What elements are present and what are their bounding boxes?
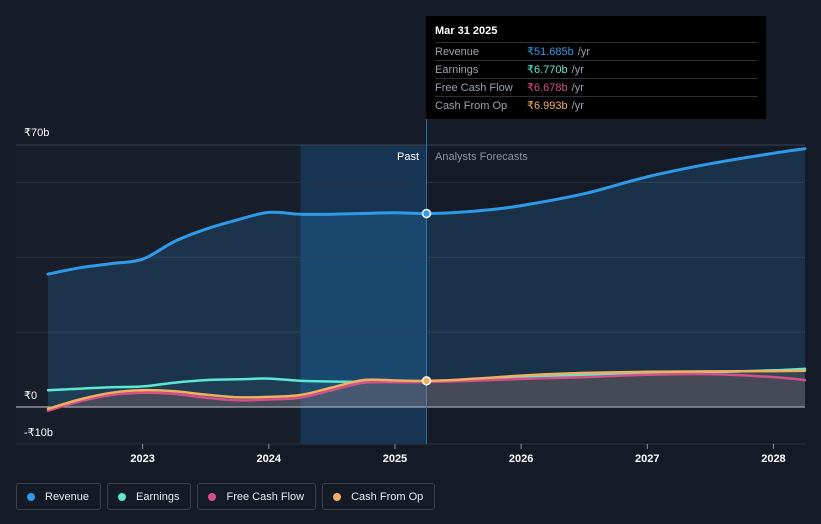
tooltip-date: Mar 31 2025 [435,25,498,37]
tooltip-label: Cash From Op [435,99,508,112]
x-axis-ticks: 2023 2024 2025 2026 2027 2028 [130,444,786,465]
tooltip-label: Revenue [435,45,480,58]
tooltip-value: ₹6.770b [527,64,568,76]
legend-label: Revenue [45,490,90,503]
tooltip-row-cash-from-op: Cash From Op ₹6.993b /yr [435,96,757,114]
chart-background [16,145,805,444]
tooltip-unit: /yr [571,99,584,112]
y-tick-label-top: ₹70b [24,127,49,139]
legend-label: Earnings [136,490,180,503]
x-tick-label: 2027 [635,453,659,465]
legend-label: Cash From Op [351,490,424,503]
forecast-background [426,145,805,444]
chart-canvas: ₹70b ₹0 -₹10b Past Analysts Forecasts 20… [16,16,807,465]
chart-lines [46,147,807,412]
tooltip-unit: /yr [577,45,590,58]
y-tick-label-bottom: -₹10b [24,427,53,439]
x-tick-label: 2025 [383,453,407,465]
x-tick-label: 2024 [257,453,282,465]
tooltip-unit: /yr [571,63,584,76]
revenue-line [46,147,807,276]
legend-label: Free Cash Flow [226,490,305,503]
free-cash-flow-line [46,372,807,412]
legend-dot-icon [27,492,35,501]
tooltip-unit: /yr [571,81,584,94]
legend-dot-icon [118,492,127,501]
legend-item-free-cash-flow[interactable]: Free Cash Flow [197,483,317,510]
revenue-marker [421,208,432,219]
cash-from-op-line [46,369,807,411]
tooltip-row-free-cash-flow: Free Cash Flow ₹6.678b /yr [435,78,757,96]
legend-item-cash-from-op[interactable]: Cash From Op [322,483,436,510]
tooltip-row-revenue: Revenue ₹51.685b /yr [435,42,757,60]
x-tick-label: 2026 [509,453,533,465]
legend-item-earnings[interactable]: Earnings [107,483,192,510]
legend-dot-icon [208,492,217,501]
legend-dot-icon [333,492,342,501]
forecast-region-label: Analysts Forecasts [435,151,528,163]
tooltip-value: ₹6.678b [527,82,568,94]
x-tick-label: 2023 [130,453,154,465]
past-region-label: Past [397,151,419,163]
revenue-area [48,148,805,407]
tooltip-value: ₹51.685b [527,46,574,58]
legend-item-revenue[interactable]: Revenue [16,483,102,510]
tooltip-label: Earnings [435,63,479,76]
chart-labels: ₹70b ₹0 -₹10b Past Analysts Forecasts [24,127,528,439]
tooltip-panel: Mar 31 2025 Revenue ₹51.685b /yr Earning… [426,16,766,119]
tooltip-label: Free Cash Flow [435,81,513,94]
x-tick-label: 2028 [761,453,785,465]
cash-from-op-marker [421,376,432,386]
tooltip-value: ₹6.993b [527,100,568,112]
y-tick-label-zero: ₹0 [24,390,37,402]
tooltip-row-earnings: Earnings ₹6.770b /yr [435,60,757,78]
chart-legend: Revenue Earnings Free Cash Flow Cash Fro… [16,483,436,510]
chart-markers [421,208,432,386]
